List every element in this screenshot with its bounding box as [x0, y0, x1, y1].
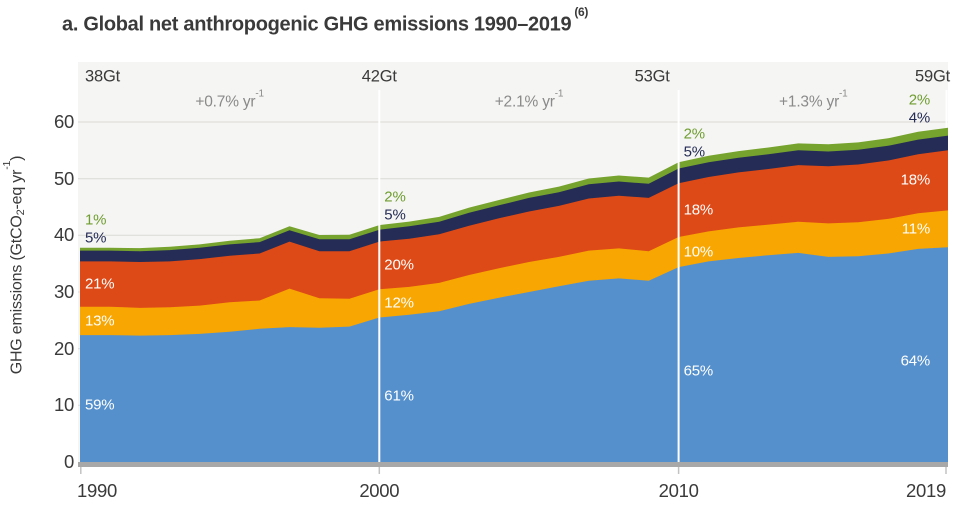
per-year-superscript: -1	[1, 160, 13, 170]
co2-subscript: 2	[15, 209, 28, 216]
chart-title-text: a. Global net anthropogenic GHG emission…	[62, 13, 572, 36]
x-tick-label-2010: 2010	[658, 480, 699, 501]
area-blue-bottom-layer	[80, 247, 948, 462]
chart-title-footnote: (6)	[574, 5, 589, 19]
stacked-area-chart	[78, 62, 948, 474]
x-tick-label-1990: 1990	[77, 480, 117, 501]
y-axis-title: GHG emissions (GtCO2-eq yr-1)	[1, 155, 28, 375]
chart-title: a. Global net anthropogenic GHG emission…	[62, 5, 588, 37]
x-tick-label-2000: 2000	[359, 480, 400, 501]
x-tick-label-2019: 2019	[906, 480, 946, 501]
axis-baseline	[78, 462, 948, 467]
